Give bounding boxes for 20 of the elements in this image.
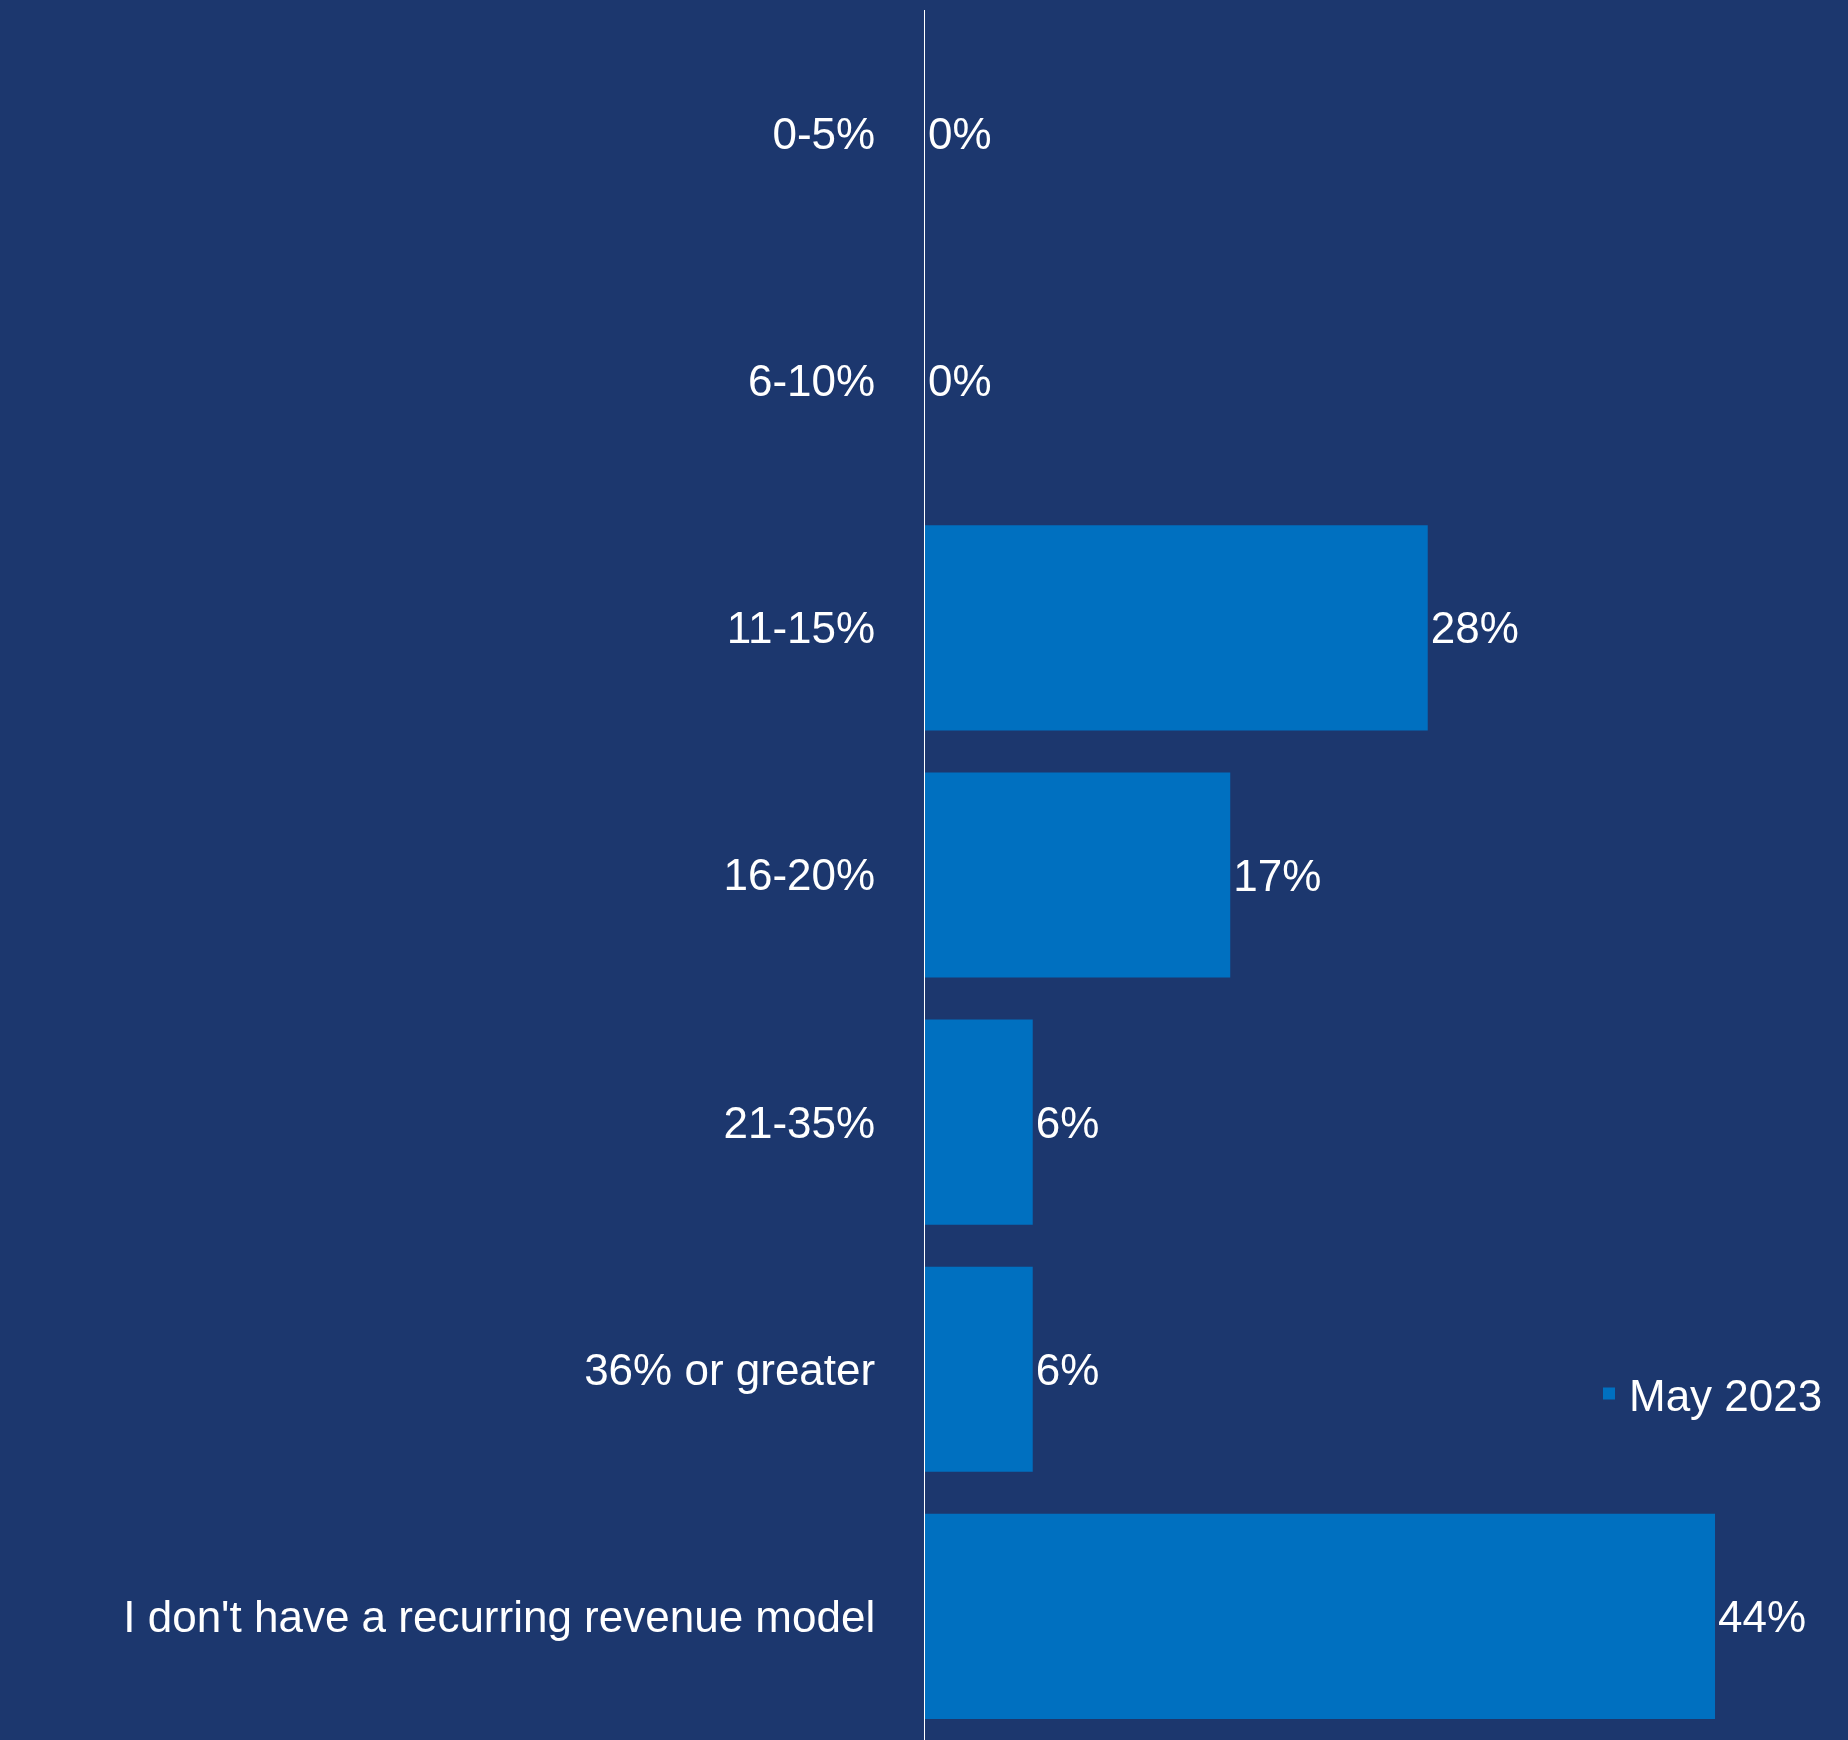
y-tick-label: 21-35% — [723, 1097, 876, 1147]
bar — [925, 772, 1231, 978]
data-label: 17% — [1233, 850, 1322, 900]
y-tick-label: 36% or greater — [584, 1344, 876, 1394]
bar — [925, 1019, 1033, 1225]
data-label: 6% — [1035, 1344, 1100, 1394]
data-label: 0% — [928, 356, 992, 406]
y-tick-label: 6-10% — [748, 356, 876, 406]
y-tick-label: I don't have a recurring revenue model — [123, 1591, 876, 1641]
data-label: 6% — [1035, 1097, 1100, 1147]
y-tick-label: 16-20% — [723, 850, 876, 900]
data-label: 44% — [1718, 1591, 1807, 1641]
data-label: 0% — [928, 109, 992, 159]
legend-label: May 2023 — [1629, 1370, 1823, 1420]
y-tick-label: 0-5% — [772, 108, 876, 158]
y-tick-label: 11-15% — [726, 603, 876, 653]
bar — [925, 1266, 1033, 1472]
data-label: 28% — [1430, 603, 1519, 653]
bar — [925, 525, 1428, 731]
bar — [925, 1513, 1716, 1719]
